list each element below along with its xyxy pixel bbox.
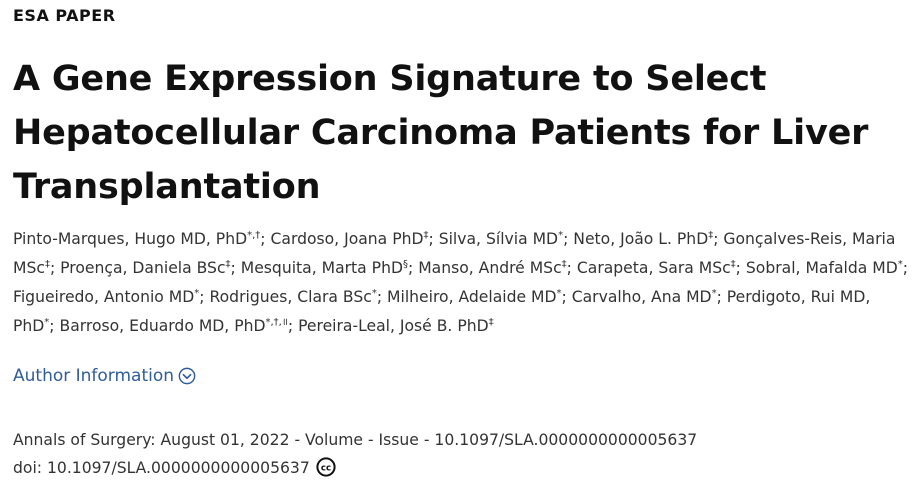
author-separator: ;: [199, 288, 210, 306]
author-item: Silva, Sílvia MD*: [439, 230, 563, 248]
author-separator: ;: [735, 259, 746, 277]
author-affiliation-marks: *: [44, 317, 50, 328]
author-separator: ;: [49, 317, 60, 335]
author-item: Neto, João L. PhD‡: [573, 230, 713, 248]
author-separator: ;: [713, 230, 724, 248]
author-separator: ;: [49, 259, 61, 277]
author-name[interactable]: Rodrigues, Clara BSc: [209, 288, 372, 306]
author-name[interactable]: Cardoso, Joana PhD: [270, 230, 424, 248]
doi-line: doi: 10.1097/SLA.0000000000005637 cc: [13, 454, 697, 482]
author-item: Pinto-Marques, Hugo MD, PhD*,†: [13, 230, 260, 248]
author-separator: ;: [563, 230, 574, 248]
author-item: Rodrigues, Clara BSc*: [210, 288, 377, 306]
author-affiliation-marks: ‡: [730, 259, 736, 270]
author-separator: ;: [287, 317, 299, 335]
author-name[interactable]: Carapeta, Sara MSc: [576, 259, 731, 277]
author-affiliation-marks: ‡: [561, 259, 567, 270]
author-separator: ;: [566, 259, 577, 277]
author-affiliation-marks: *: [711, 288, 717, 299]
author-item: Mesquita, Marta PhD§: [241, 259, 408, 277]
author-affiliation-marks: ‡: [423, 230, 429, 241]
author-separator: ;: [902, 259, 908, 277]
author-name[interactable]: Sobral, Mafalda MD: [745, 259, 898, 277]
section-label: ESA PAPER: [13, 6, 116, 25]
author-item: Perdigoto, Rui MD, PhD*: [13, 288, 870, 335]
author-separator: ;: [407, 259, 419, 277]
doi-text[interactable]: doi: 10.1097/SLA.0000000000005637: [13, 459, 310, 477]
author-separator: ;: [376, 288, 388, 306]
author-information-toggle[interactable]: Author Information: [13, 366, 196, 386]
author-name[interactable]: Gonçalves-Reis, Maria MSc: [13, 230, 896, 277]
author-name[interactable]: Silva, Sílvia MD: [438, 230, 559, 248]
author-name[interactable]: Proença, Daniela BSc: [60, 259, 226, 277]
author-item: Sobral, Mafalda MD*: [746, 259, 903, 277]
author-affiliation-marks: §: [402, 259, 408, 270]
citation-block: Annals of Surgery: August 01, 2022 - Vol…: [13, 426, 697, 482]
author-item: Carvalho, Ana MD*: [572, 288, 717, 306]
author-affiliation-marks: *: [558, 230, 564, 241]
author-item: Carapeta, Sara MSc‡: [577, 259, 736, 277]
author-item: Milheiro, Adelaide MD*: [387, 288, 561, 306]
author-affiliation-marks: *: [897, 259, 903, 270]
author-affiliation-marks: *: [371, 288, 377, 299]
author-name[interactable]: Pinto-Marques, Hugo MD, PhD: [13, 230, 248, 248]
author-item: Figueiredo, Antonio MD*: [13, 288, 199, 306]
chevron-down-circle-icon[interactable]: [178, 367, 196, 385]
author-separator: ;: [428, 230, 439, 248]
author-name[interactable]: Carvalho, Ana MD: [571, 288, 712, 306]
author-item: Cardoso, Joana PhD‡: [271, 230, 429, 248]
author-name[interactable]: Pereira-Leal, José B. PhD: [298, 317, 489, 335]
author-affiliation-marks: *,†: [247, 230, 261, 241]
author-affiliation-marks: ‡: [708, 230, 714, 241]
author-list: Pinto-Marques, Hugo MD, PhD*,†; Cardoso,…: [13, 225, 913, 341]
author-item: Pereira-Leal, José B. PhD‡: [298, 317, 494, 335]
author-affiliation-marks: *,†,॥: [265, 317, 288, 328]
author-affiliation-marks: ‡: [488, 317, 494, 328]
author-separator: ;: [230, 259, 241, 277]
article-title: A Gene Expression Signature to Select He…: [13, 59, 869, 207]
author-affiliation-marks: *: [194, 288, 200, 299]
author-item: Manso, André MSc‡: [418, 259, 566, 277]
author-name[interactable]: Milheiro, Adelaide MD: [387, 288, 557, 306]
author-affiliation-marks: ‡: [44, 259, 50, 270]
author-name[interactable]: Perdigoto, Rui MD, PhD: [13, 288, 871, 335]
creative-commons-icon[interactable]: cc: [316, 457, 336, 477]
author-separator: ;: [561, 288, 572, 306]
author-separator: ;: [716, 288, 727, 306]
author-name[interactable]: Figueiredo, Antonio MD: [13, 288, 195, 306]
journal-citation: Annals of Surgery: August 01, 2022 - Vol…: [13, 431, 698, 449]
author-affiliation-marks: *: [556, 288, 562, 299]
author-item: Barroso, Eduardo MD, PhD*,†,॥: [60, 317, 288, 335]
author-name[interactable]: Neto, João L. PhD: [573, 230, 709, 248]
author-name[interactable]: Manso, André MSc: [418, 259, 562, 277]
author-information-label[interactable]: Author Information: [13, 366, 175, 386]
author-name[interactable]: Barroso, Eduardo MD, PhD: [59, 317, 266, 335]
author-item: Proença, Daniela BSc‡: [60, 259, 230, 277]
author-separator: ;: [260, 230, 271, 248]
svg-text:cc: cc: [321, 464, 331, 474]
author-affiliation-marks: ‡: [225, 259, 231, 270]
author-item: Gonçalves-Reis, Maria MSc‡: [13, 230, 895, 277]
author-name[interactable]: Mesquita, Marta PhD: [240, 259, 403, 277]
